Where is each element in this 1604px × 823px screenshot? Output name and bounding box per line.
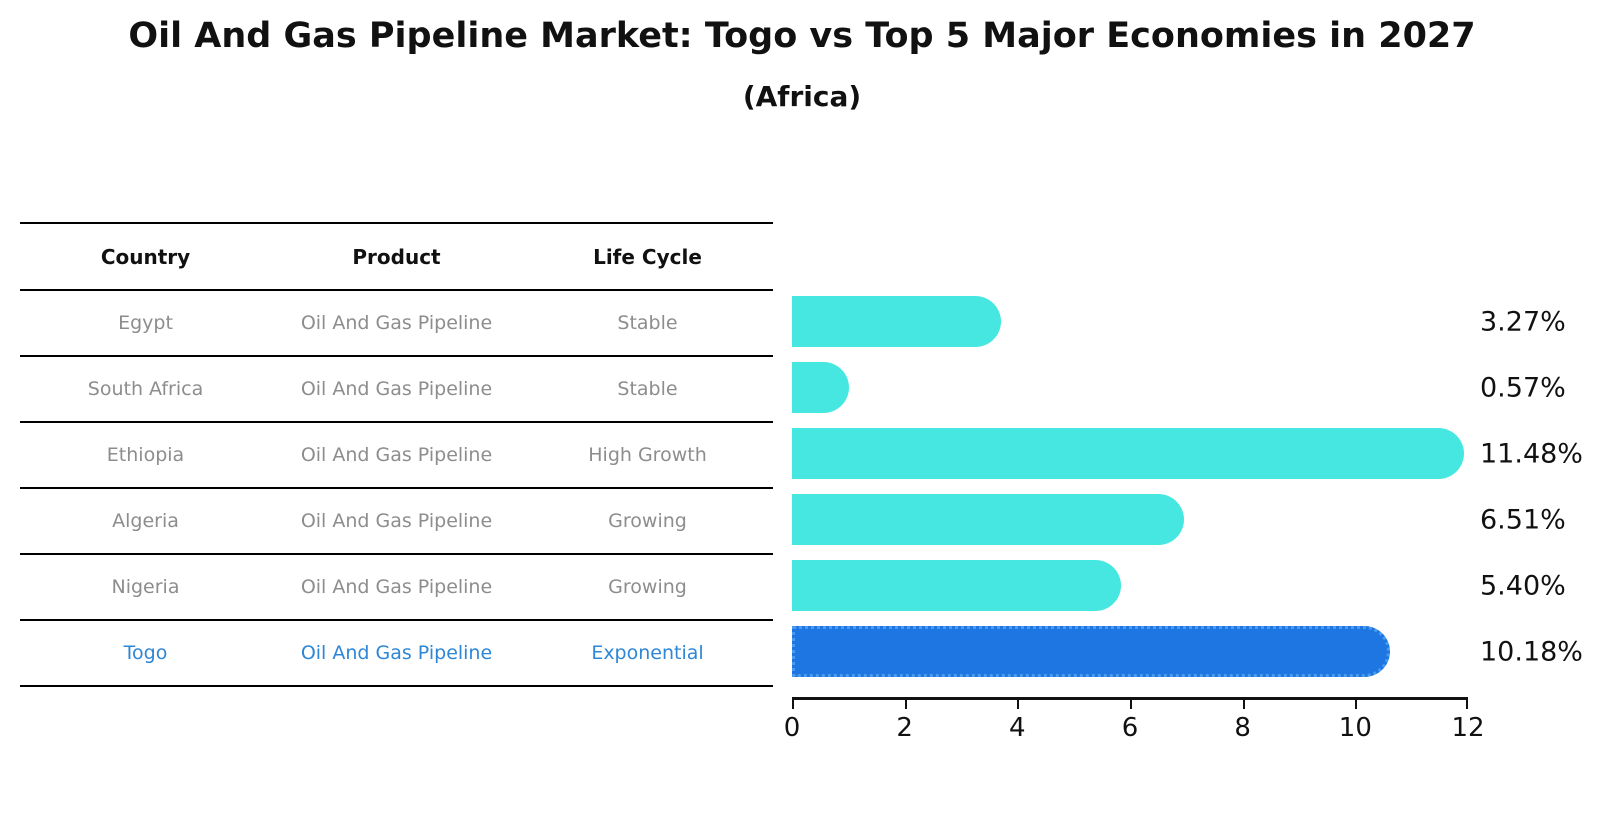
value-label-nigeria: 5.40% <box>1480 570 1566 602</box>
cell-life-cycle: Stable <box>617 378 678 400</box>
table-row-togo: Togo Oil And Gas Pipeline Exponential <box>20 621 773 687</box>
x-tick-label-10: 10 <box>1338 713 1372 743</box>
x-tick-10 <box>1355 700 1358 709</box>
x-tick-4 <box>1017 700 1020 709</box>
cell-country: Ethiopia <box>106 444 185 466</box>
bar-algeria <box>792 494 1184 545</box>
cell-product: Oil And Gas Pipeline <box>300 510 493 532</box>
chart-subtitle: (Africa) <box>742 80 862 113</box>
bar-ethiopia <box>792 428 1464 479</box>
cell-country: South Africa <box>87 378 204 400</box>
bar-chart: 3.27% 0.57% 11.48% 6.51% 5.40% 10.18% <box>792 289 1604 709</box>
cell-country: Nigeria <box>111 576 180 598</box>
cell-life-cycle: Growing <box>608 576 687 598</box>
x-tick-label-4: 4 <box>1009 713 1026 743</box>
cell-country: Togo <box>123 642 168 664</box>
x-tick-8 <box>1242 700 1245 709</box>
table-header-row: Country Product Life Cycle <box>20 224 773 291</box>
cell-life-cycle: High Growth <box>588 444 707 466</box>
bar-south-africa <box>792 362 850 413</box>
cell-country: Algeria <box>112 510 179 532</box>
value-label-egypt: 3.27% <box>1480 306 1566 338</box>
cell-life-cycle: Exponential <box>591 642 704 664</box>
x-tick-label-0: 0 <box>783 713 801 743</box>
value-label-south-africa: 0.57% <box>1480 372 1566 404</box>
column-header-product: Product <box>352 244 441 269</box>
cell-country: Egypt <box>118 312 173 334</box>
x-tick-label-8: 8 <box>1234 713 1251 743</box>
x-tick-6 <box>1130 700 1132 709</box>
column-header-country: Country <box>100 244 191 269</box>
x-tick-2 <box>904 700 907 709</box>
cell-product: Oil And Gas Pipeline <box>300 378 493 400</box>
cell-product: Oil And Gas Pipeline <box>300 312 493 334</box>
cell-life-cycle: Stable <box>617 312 678 334</box>
comparison-table: Country Product Life Cycle Egypt Oil And … <box>20 222 773 687</box>
value-label-algeria: 6.51% <box>1480 504 1566 536</box>
table-row-egypt: Egypt Oil And Gas Pipeline Stable <box>20 291 773 357</box>
cell-product: Oil And Gas Pipeline <box>300 642 493 664</box>
cell-life-cycle: Growing <box>608 510 687 532</box>
x-tick-label-2: 2 <box>896 713 913 743</box>
table-row-south-africa: South Africa Oil And Gas Pipeline Stable <box>20 357 773 423</box>
bar-egypt <box>792 296 1002 347</box>
x-tick-label-12: 12 <box>1451 713 1485 743</box>
chart-title: Oil And Gas Pipeline Market: Togo vs Top… <box>128 16 1476 56</box>
x-tick-0 <box>792 700 794 709</box>
bar-togo <box>792 626 1391 677</box>
table-row-algeria: Algeria Oil And Gas Pipeline Growing <box>20 489 773 555</box>
cell-product: Oil And Gas Pipeline <box>300 444 493 466</box>
value-label-togo: 10.18% <box>1480 636 1583 668</box>
column-header-life-cycle: Life Cycle <box>593 244 702 269</box>
value-label-ethiopia: 11.48% <box>1480 438 1583 470</box>
table-row-nigeria: Nigeria Oil And Gas Pipeline Growing <box>20 555 773 621</box>
table-body: Egypt Oil And Gas Pipeline Stable South Afr… <box>20 291 773 687</box>
table-row-ethiopia: Ethiopia Oil And Gas Pipeline High Growth <box>20 423 773 489</box>
cell-product: Oil And Gas Pipeline <box>300 576 493 598</box>
x-tick-12 <box>1466 700 1468 709</box>
bar-nigeria <box>792 560 1122 611</box>
x-tick-label-6: 6 <box>1121 713 1139 743</box>
x-axis: 0 2 4 6 8 10 12 <box>784 697 1485 743</box>
